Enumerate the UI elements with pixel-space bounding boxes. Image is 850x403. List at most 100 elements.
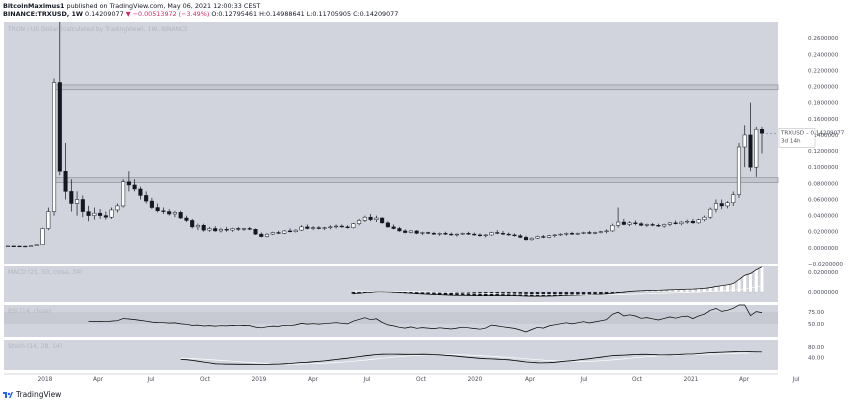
candle	[46, 207, 51, 231]
main-panel-title: TRON / US Dollar (calculated by TradingV…	[7, 26, 188, 33]
candle-body	[443, 233, 448, 235]
candle-body	[736, 146, 742, 195]
candle	[506, 232, 511, 236]
candle-body	[264, 233, 270, 237]
candle-body	[449, 233, 454, 236]
candle	[759, 126, 765, 154]
candle-body	[581, 232, 586, 234]
candle	[633, 220, 638, 226]
rsi-band	[4, 312, 778, 324]
candle-body	[63, 170, 68, 192]
macd-bar	[748, 273, 753, 293]
candle	[259, 232, 264, 238]
candle-body	[98, 212, 103, 216]
candle	[449, 232, 454, 236]
candle-body	[11, 245, 16, 247]
candle	[264, 233, 270, 238]
candle-body	[529, 237, 534, 241]
candle-body	[287, 230, 293, 232]
candle-body	[627, 222, 632, 225]
candle	[500, 230, 506, 235]
price-tick-label: 0.0800000	[808, 181, 839, 187]
macd-bar	[685, 289, 690, 293]
candle-body	[466, 233, 471, 235]
candle-body	[685, 220, 690, 223]
candle	[5, 245, 11, 247]
candle	[489, 231, 494, 236]
candle-body	[391, 226, 396, 229]
candle-body	[23, 245, 28, 248]
macd-bar	[472, 291, 477, 296]
x-axis-label: Oct	[632, 377, 643, 383]
candle-body	[92, 212, 97, 216]
candle	[195, 223, 200, 231]
candle-body	[719, 203, 724, 207]
author-name[interactable]: BitcoinMaximus1	[3, 2, 65, 10]
candle	[121, 179, 126, 208]
candle	[529, 237, 534, 241]
candle	[161, 207, 166, 214]
candle	[426, 231, 431, 235]
candle	[328, 225, 333, 230]
candle-body	[52, 82, 57, 212]
candle-body	[759, 129, 765, 134]
symbol-label: BINANCE:TRXUSD, 1W	[3, 10, 83, 18]
candle-body	[305, 226, 310, 229]
candle-body	[598, 231, 603, 233]
candle	[247, 226, 252, 231]
candle	[610, 223, 615, 232]
brand-name[interactable]: TradingView	[16, 390, 62, 399]
candle	[103, 211, 108, 220]
candle	[685, 219, 690, 224]
candle	[621, 218, 626, 226]
candle-body	[195, 225, 200, 228]
candle	[547, 234, 552, 239]
candle-body	[126, 181, 131, 186]
candle	[28, 245, 34, 247]
price-tick-label: 0.2200000	[808, 68, 839, 74]
x-axis-label: 2019	[252, 377, 267, 383]
candle-body	[213, 228, 218, 232]
candle-body	[575, 233, 580, 235]
candle-body	[28, 245, 34, 247]
candle-body	[667, 222, 672, 225]
candle	[443, 231, 448, 235]
candle-body	[86, 211, 91, 216]
price-tick-label: 0.0400000	[808, 214, 839, 220]
candle	[230, 227, 235, 232]
candle-body	[138, 188, 143, 196]
candle-body	[472, 233, 477, 236]
candle-body	[224, 229, 229, 231]
candle	[656, 223, 661, 227]
candle	[535, 235, 540, 239]
candle-body	[535, 236, 540, 239]
candle-body	[604, 230, 609, 232]
published-text: published on TradingView.com, May 06, 20…	[66, 2, 261, 10]
candle	[357, 218, 362, 226]
candle-body	[500, 233, 506, 235]
candle-body	[311, 227, 316, 229]
candle-body	[731, 194, 736, 203]
candle-body	[103, 215, 108, 218]
candle-body	[57, 82, 62, 172]
candle-body	[149, 200, 154, 208]
candle	[731, 191, 736, 206]
candle	[541, 234, 546, 239]
candle-body	[34, 244, 39, 246]
price-tick-label: 0.1200000	[808, 149, 839, 155]
stoch-k-line	[180, 351, 763, 365]
macd-title: MACD (21, 50, close, 34)	[8, 269, 82, 276]
candle-body	[40, 228, 45, 245]
resistance-zone	[53, 177, 779, 183]
price-tick-label: 0.1400000	[808, 133, 839, 139]
candle-body	[155, 207, 160, 212]
candle	[495, 230, 500, 235]
candle-body	[426, 232, 431, 234]
x-axis-label: Jul	[792, 377, 800, 383]
candle	[708, 207, 713, 219]
macd-tick-label: 0.0000000	[808, 290, 839, 296]
rsi-title: RSI (14, close)	[8, 308, 51, 315]
candle-body	[345, 226, 350, 228]
macd-bar	[760, 266, 764, 293]
